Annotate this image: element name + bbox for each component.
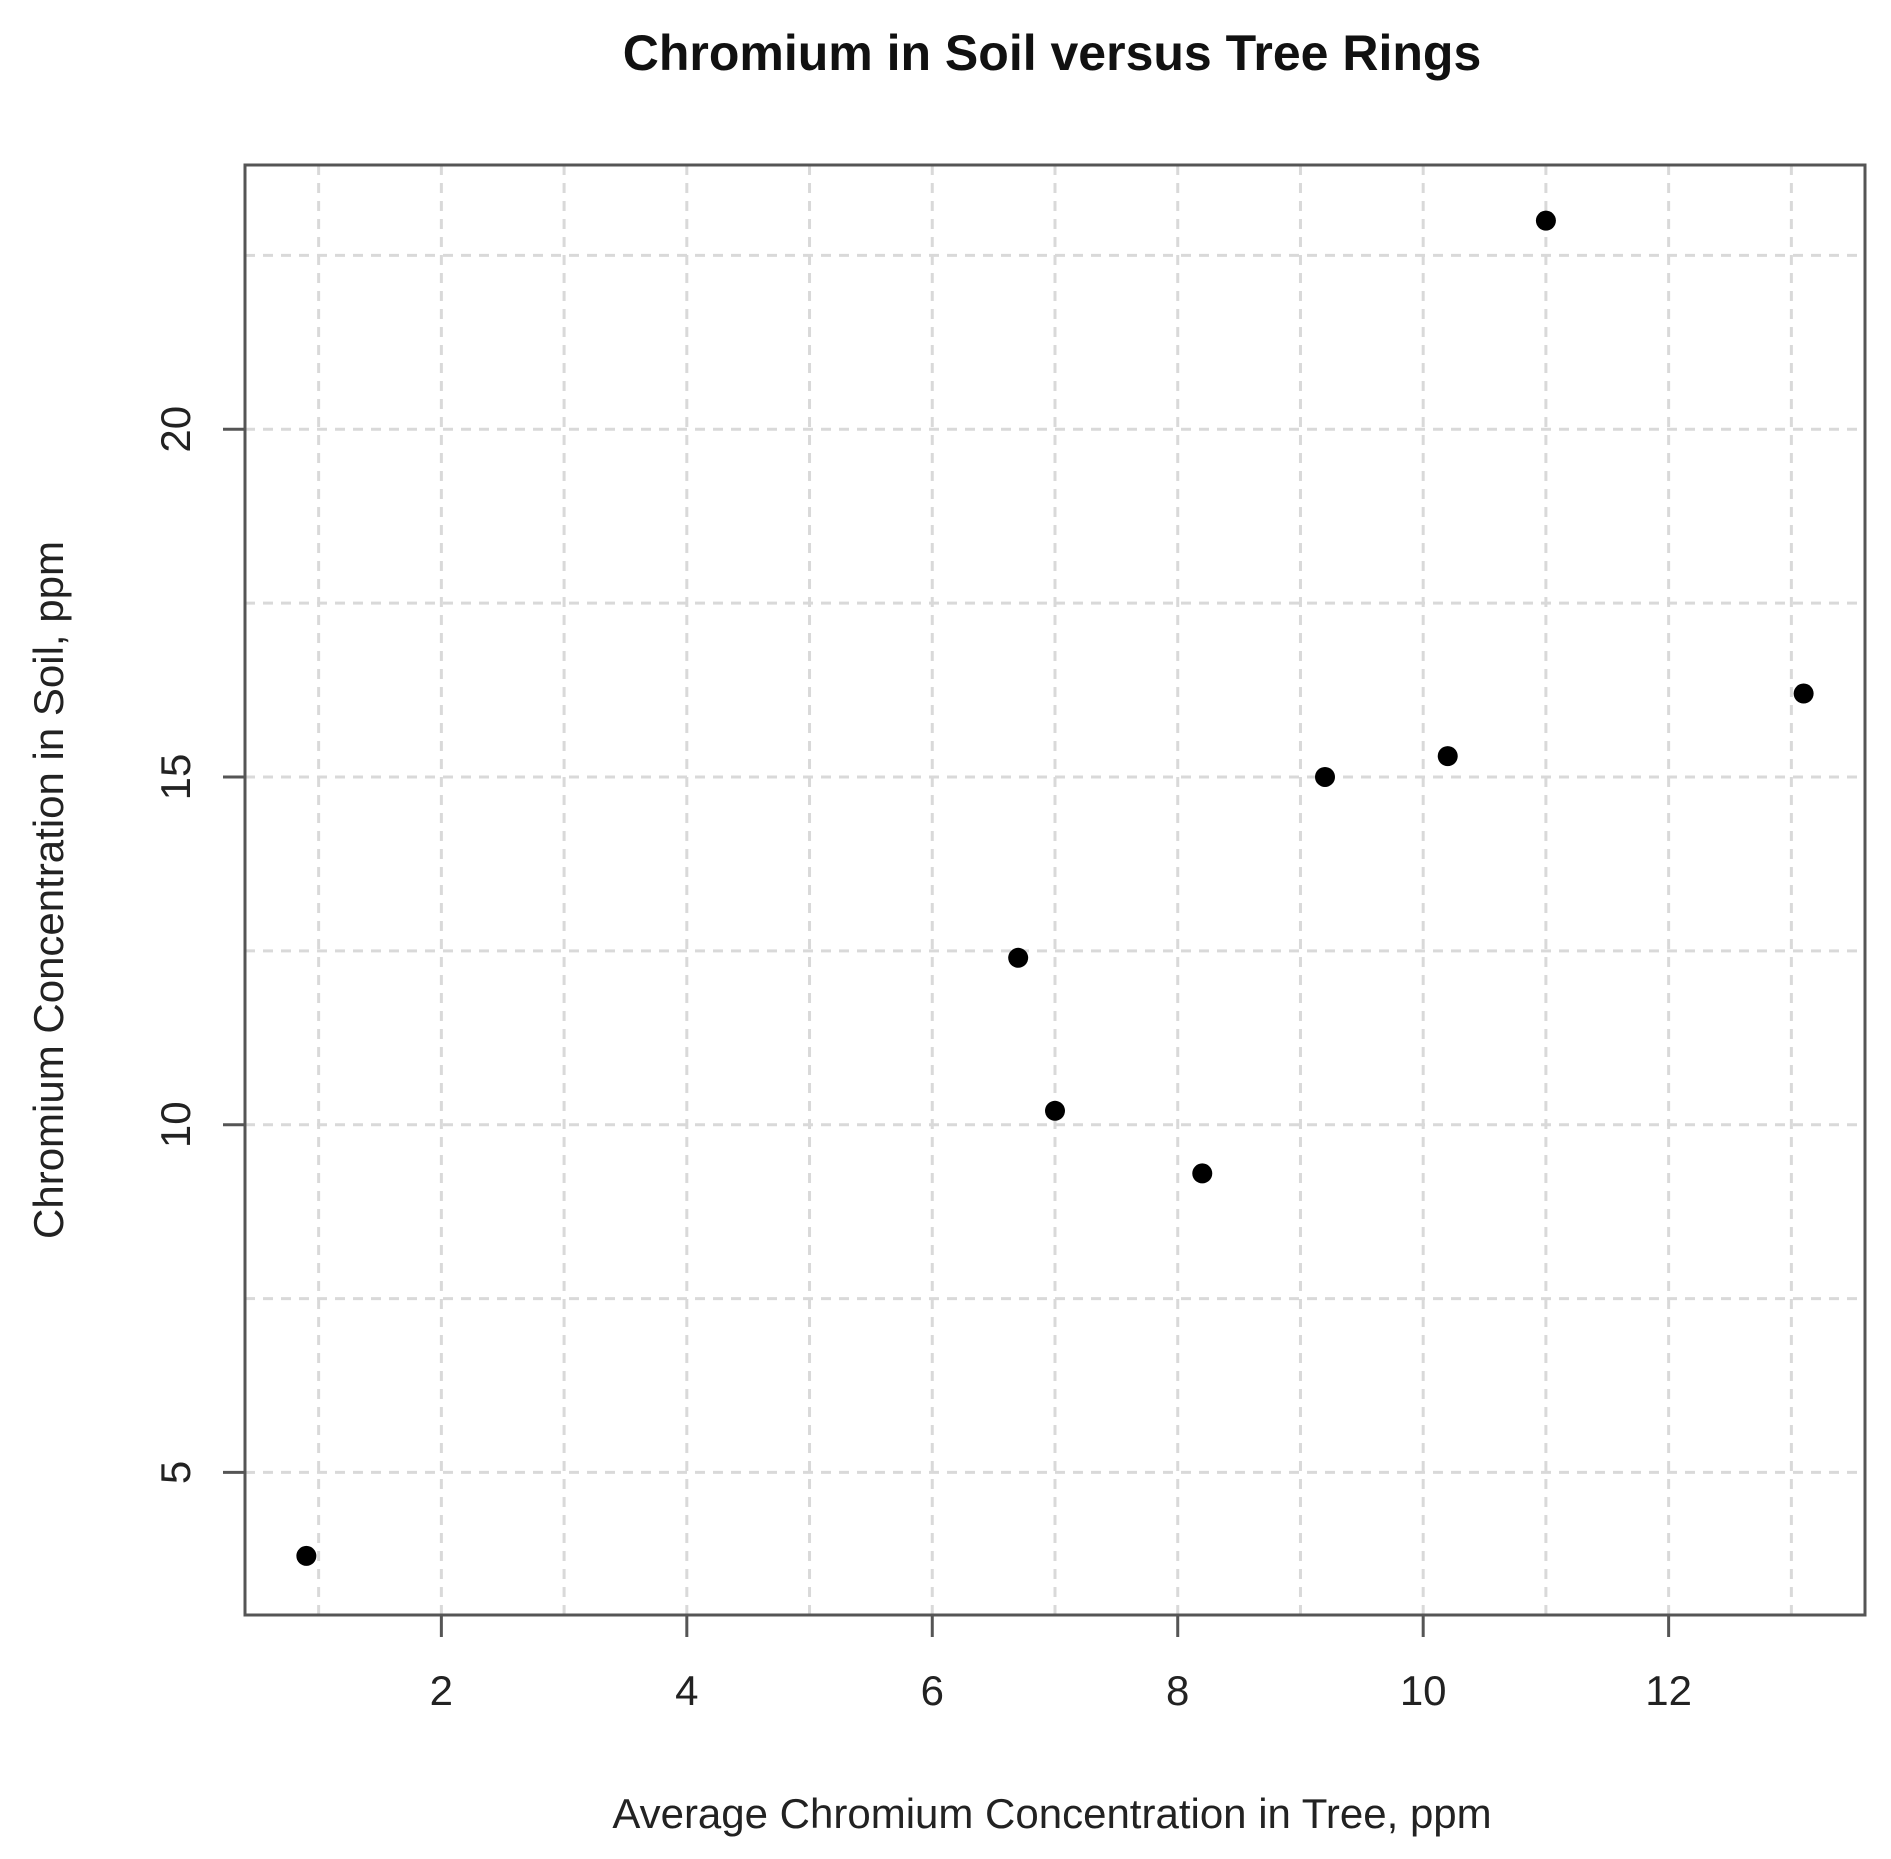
x-tick-label: 6 [921,1667,944,1714]
y-tick-label: 5 [152,1461,199,1484]
data-point [1045,1100,1065,1121]
data-point [1192,1163,1213,1184]
chart-title: Chromium in Soil versus Tree Rings [623,25,1482,81]
y-axis-label: Chromium Concentration in Soil, ppm [25,541,72,1239]
data-point [296,1545,317,1566]
x-tick-label: 12 [1645,1667,1692,1714]
x-tick-label: 10 [1400,1667,1447,1714]
data-point [1535,210,1556,231]
grid-layer [245,165,1865,1615]
x-tick-label: 2 [430,1667,453,1714]
data-point [1315,766,1335,787]
data-point [1437,746,1458,767]
data-point [1008,947,1029,968]
x-tick-label: 4 [675,1667,698,1714]
x-tick-label: 8 [1166,1667,1189,1714]
x-axis-label: Average Chromium Concentration in Tree, … [612,1790,1491,1837]
point-layer [296,210,1814,1566]
tick-layer: 2 4 6 8 10 12 5 10 15 20 [152,406,1692,1714]
y-tick-label: 20 [152,406,199,453]
y-tick-label: 15 [152,754,199,801]
plot-frame [243,163,1867,1617]
data-point [1793,683,1814,704]
y-tick-label: 10 [152,1101,199,1148]
